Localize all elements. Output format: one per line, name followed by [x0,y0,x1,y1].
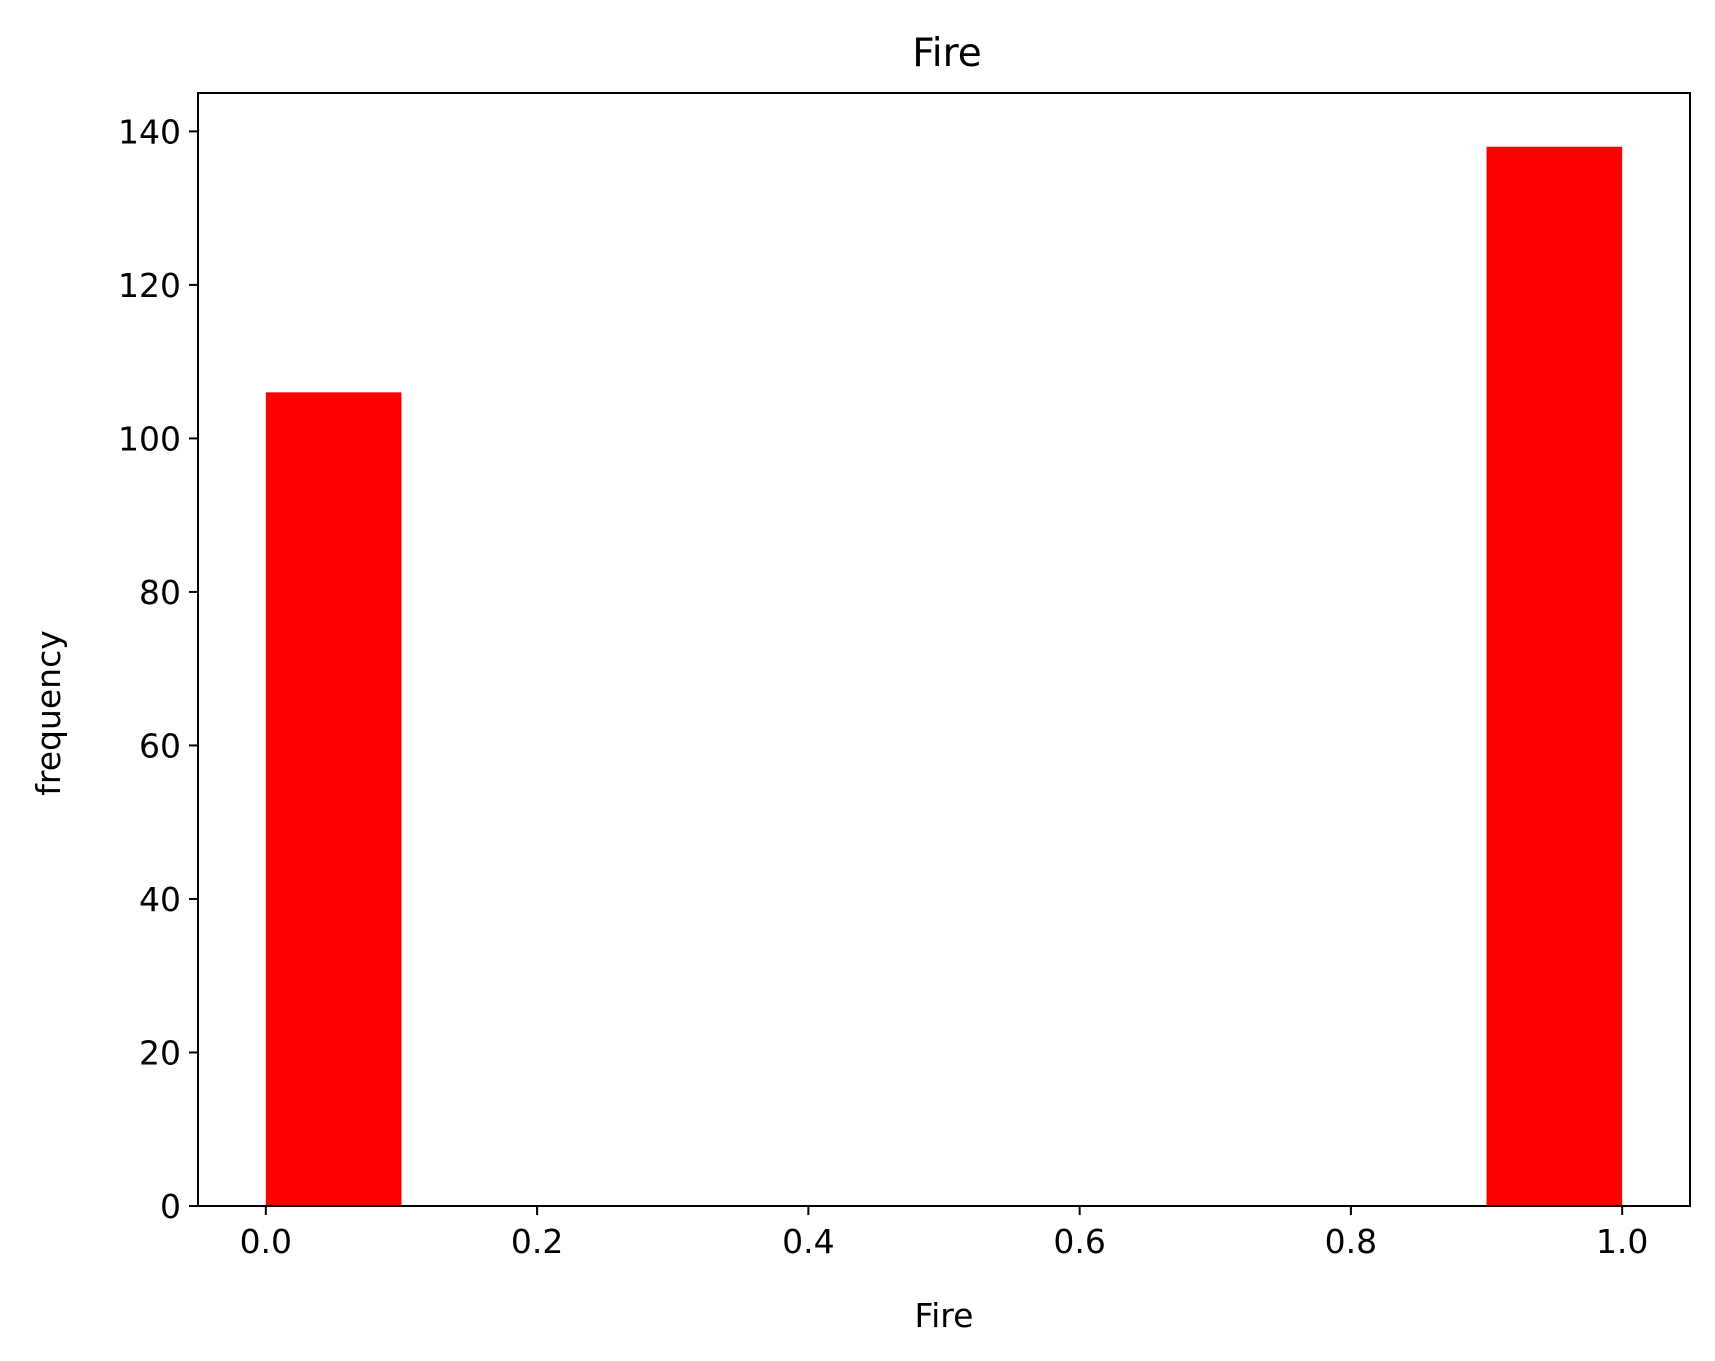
y-tick-label: 120 [118,266,181,305]
y-tick-label: 100 [118,419,181,458]
x-tick-label: 0.6 [1053,1222,1105,1261]
y-tick-label: 40 [139,880,181,919]
y-tick-label: 140 [118,112,181,151]
x-tick-label: 0.0 [240,1222,292,1261]
histogram-bar-0 [265,392,402,1206]
y-axis-label: frequency [29,630,68,796]
x-axis-label: Fire [915,1296,974,1335]
x-tick-label: 0.2 [511,1222,563,1261]
x-tick-label: 1.0 [1596,1222,1648,1261]
chart-title: Fire [912,31,982,76]
axes-frame [197,92,1691,1207]
y-tick-label: 80 [139,573,181,612]
histogram-bar-1 [1486,146,1623,1206]
x-axis-ticks: 0.0 0.2 0.4 0.6 0.8 1.0 [240,1206,1648,1261]
x-tick-label: 0.8 [1325,1222,1377,1261]
x-tick-label: 0.4 [782,1222,834,1261]
y-tick-label: 20 [139,1033,181,1072]
y-tick-label: 60 [139,726,181,765]
y-tick-label: 0 [160,1187,181,1226]
bars-group [265,146,1623,1206]
y-axis-ticks: 0 20 40 60 80 100 120 140 [118,112,198,1226]
